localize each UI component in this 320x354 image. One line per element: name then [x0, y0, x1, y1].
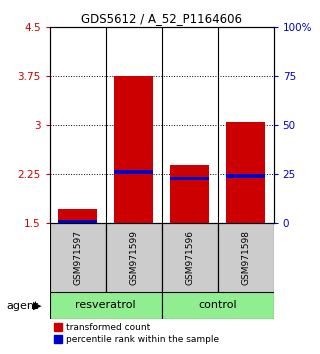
Bar [218, 223, 274, 292]
Bar [106, 223, 162, 292]
Bar [114, 76, 153, 223]
Bar [226, 174, 265, 178]
Bar [50, 223, 106, 292]
Legend: transformed count, percentile rank within the sample: transformed count, percentile rank withi… [54, 323, 219, 344]
Bar [170, 177, 209, 180]
Text: GSM971597: GSM971597 [73, 230, 82, 285]
Text: agent: agent [6, 301, 39, 310]
Bar [162, 223, 218, 292]
Text: resveratrol: resveratrol [75, 300, 136, 310]
Title: GDS5612 / A_52_P1164606: GDS5612 / A_52_P1164606 [81, 12, 242, 25]
Text: control: control [198, 300, 237, 310]
Text: GSM971596: GSM971596 [185, 230, 194, 285]
Text: ▶: ▶ [33, 301, 41, 310]
Bar [170, 165, 209, 223]
Bar [58, 209, 97, 223]
Bar [58, 220, 97, 223]
Bar [50, 292, 162, 319]
Bar [226, 121, 265, 223]
Text: GSM971598: GSM971598 [241, 230, 250, 285]
Bar [114, 170, 153, 174]
Text: GSM971599: GSM971599 [129, 230, 138, 285]
Bar [162, 292, 274, 319]
